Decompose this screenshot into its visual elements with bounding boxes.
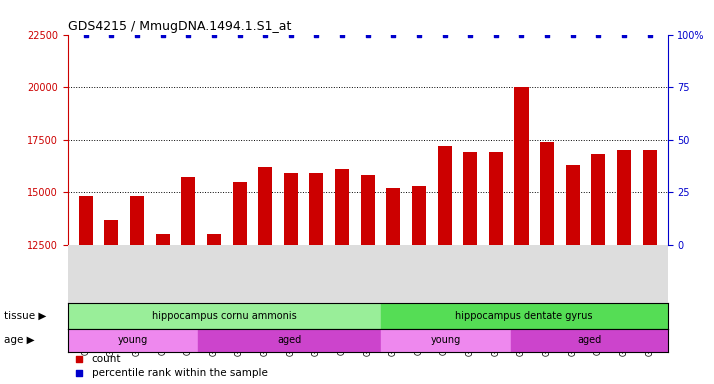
Point bbox=[311, 31, 322, 38]
Bar bbox=[412, 186, 426, 245]
Text: percentile rank within the sample: percentile rank within the sample bbox=[92, 368, 268, 378]
Bar bbox=[489, 152, 503, 245]
Point bbox=[465, 31, 476, 38]
Point bbox=[131, 31, 143, 38]
Point bbox=[183, 31, 194, 38]
Bar bbox=[361, 175, 375, 245]
Bar bbox=[198, 329, 381, 352]
Bar bbox=[463, 152, 477, 245]
Text: aged: aged bbox=[277, 336, 301, 346]
Bar bbox=[79, 196, 93, 245]
Bar bbox=[381, 329, 511, 352]
Text: age ▶: age ▶ bbox=[4, 336, 34, 346]
Bar bbox=[515, 87, 528, 245]
Point bbox=[388, 31, 399, 38]
Point bbox=[285, 31, 296, 38]
Text: young: young bbox=[431, 336, 461, 346]
Point bbox=[439, 31, 451, 38]
Bar bbox=[258, 167, 272, 245]
Point bbox=[516, 31, 527, 38]
Text: hippocampus cornu ammonis: hippocampus cornu ammonis bbox=[152, 311, 296, 321]
Bar bbox=[104, 220, 119, 245]
Point bbox=[73, 356, 84, 362]
Bar bbox=[233, 182, 246, 245]
Text: tissue ▶: tissue ▶ bbox=[4, 311, 46, 321]
Bar bbox=[386, 188, 401, 245]
Bar bbox=[283, 173, 298, 245]
Bar bbox=[565, 165, 580, 245]
Bar bbox=[540, 142, 554, 245]
Text: GDS4215 / MmugDNA.1494.1.S1_at: GDS4215 / MmugDNA.1494.1.S1_at bbox=[68, 20, 291, 33]
Point bbox=[413, 31, 425, 38]
Point bbox=[259, 31, 271, 38]
Point bbox=[80, 31, 91, 38]
Bar bbox=[181, 177, 196, 245]
Point bbox=[567, 31, 578, 38]
Point bbox=[490, 31, 501, 38]
Bar bbox=[130, 196, 144, 245]
Point bbox=[106, 31, 117, 38]
Bar bbox=[643, 150, 657, 245]
Bar bbox=[617, 150, 631, 245]
Point bbox=[593, 31, 604, 38]
Point bbox=[208, 31, 220, 38]
Point bbox=[336, 31, 348, 38]
Point bbox=[362, 31, 373, 38]
Text: hippocampus dentate gyrus: hippocampus dentate gyrus bbox=[456, 311, 593, 321]
Bar bbox=[156, 234, 170, 245]
Point bbox=[644, 31, 655, 38]
Bar bbox=[309, 173, 323, 245]
Bar bbox=[207, 234, 221, 245]
Text: young: young bbox=[118, 336, 148, 346]
Bar bbox=[335, 169, 349, 245]
Bar bbox=[591, 154, 605, 245]
Bar bbox=[68, 329, 198, 352]
Text: count: count bbox=[92, 354, 121, 364]
Point bbox=[157, 31, 169, 38]
Bar bbox=[438, 146, 452, 245]
Point bbox=[618, 31, 630, 38]
Point bbox=[73, 370, 84, 376]
Bar bbox=[511, 329, 668, 352]
Bar bbox=[381, 303, 668, 329]
Point bbox=[541, 31, 553, 38]
Bar bbox=[68, 303, 381, 329]
Point bbox=[234, 31, 246, 38]
Text: aged: aged bbox=[577, 336, 601, 346]
